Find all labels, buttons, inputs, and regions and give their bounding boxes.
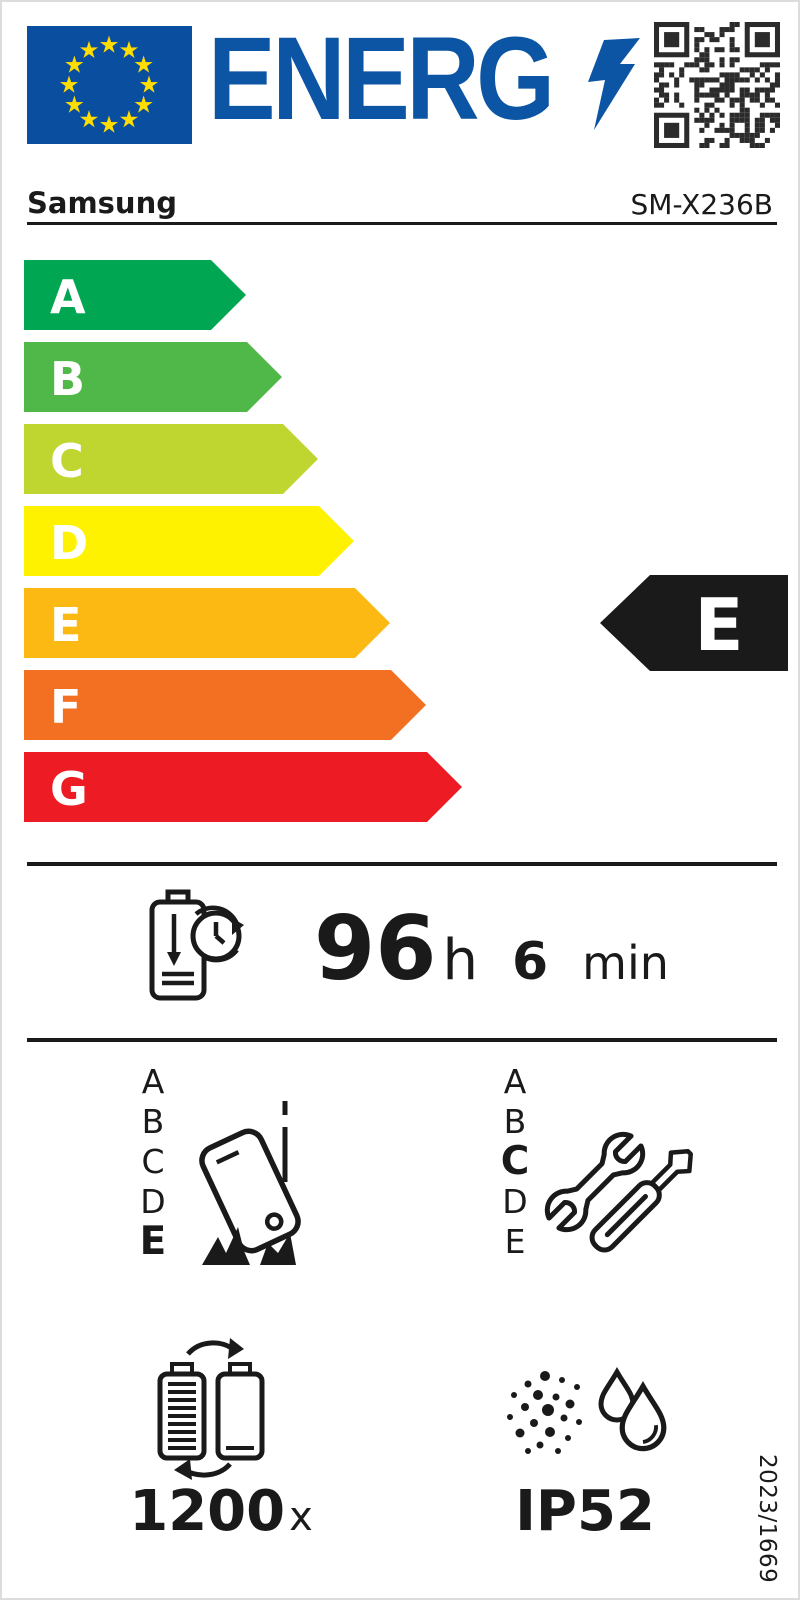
grade-letter: G (50, 762, 88, 816)
class-letter-c: C (141, 1142, 165, 1181)
endurance-hours: 96 (314, 897, 437, 1000)
grade-letter: C (50, 434, 84, 488)
battery-endurance-icon (149, 889, 244, 1001)
grade-letter: E (50, 598, 82, 652)
eu-flag (27, 26, 192, 144)
grade-arrow-e: E (24, 588, 390, 658)
class-letter-a: A (503, 1062, 527, 1101)
grade-arrow-b: B (24, 342, 282, 412)
grade-letter: F (50, 680, 82, 734)
rating-indicator: E (600, 575, 788, 671)
efficiency-scale: A B C D E F G (24, 260, 462, 834)
grade-arrow-g: G (24, 752, 462, 822)
divider (27, 1038, 777, 1042)
dust-water-icon (507, 1366, 667, 1454)
class-letter-d: D (502, 1182, 528, 1221)
class-letter-b: B (503, 1102, 527, 1141)
falling-phone-icon (199, 1101, 301, 1265)
ip-rating: IP52 (515, 1479, 655, 1544)
cycles-number: 1200 (129, 1479, 286, 1544)
supplier-name: Samsung (27, 186, 177, 220)
repair-tools-icon (544, 1131, 693, 1253)
divider (27, 222, 777, 225)
grade-letter: B (50, 352, 86, 406)
endurance-hours-unit: h (442, 928, 478, 993)
class-letter-e: E (139, 1219, 167, 1264)
regulation-number: 2023/1669 (754, 1454, 780, 1584)
grade-arrow-f: F (24, 670, 426, 740)
grade-letter: A (50, 270, 86, 324)
qr-code (654, 22, 780, 148)
class-letter-a: A (141, 1062, 165, 1101)
eu-stars (59, 35, 159, 133)
ip-rating-value: IP52 (475, 1479, 695, 1544)
battery-cycles-value: 1200 x (111, 1479, 331, 1544)
class-letter-d: D (140, 1182, 166, 1221)
class-letter-c: C (500, 1139, 530, 1184)
lightning-bolt-icon (588, 38, 640, 130)
grade-arrow-c: C (24, 424, 318, 494)
endurance-minutes: 6 (511, 932, 549, 992)
grade-arrow-d: D (24, 506, 354, 576)
grade-letter: D (50, 516, 89, 570)
class-letter-e: E (504, 1222, 526, 1261)
energ-logo-text: ENERG (208, 13, 555, 145)
grade-arrow-a: A (24, 260, 246, 330)
battery-cycles-icon (157, 1338, 265, 1480)
rating-letter: E (694, 583, 744, 667)
cycles-unit: x (289, 1494, 313, 1540)
battery-endurance-value: 96 h 6 min (314, 897, 669, 1000)
endurance-minutes-unit: min (582, 936, 669, 990)
class-letter-b: B (141, 1102, 165, 1141)
model-identifier: SM-X236B (630, 188, 773, 221)
divider (27, 862, 777, 866)
